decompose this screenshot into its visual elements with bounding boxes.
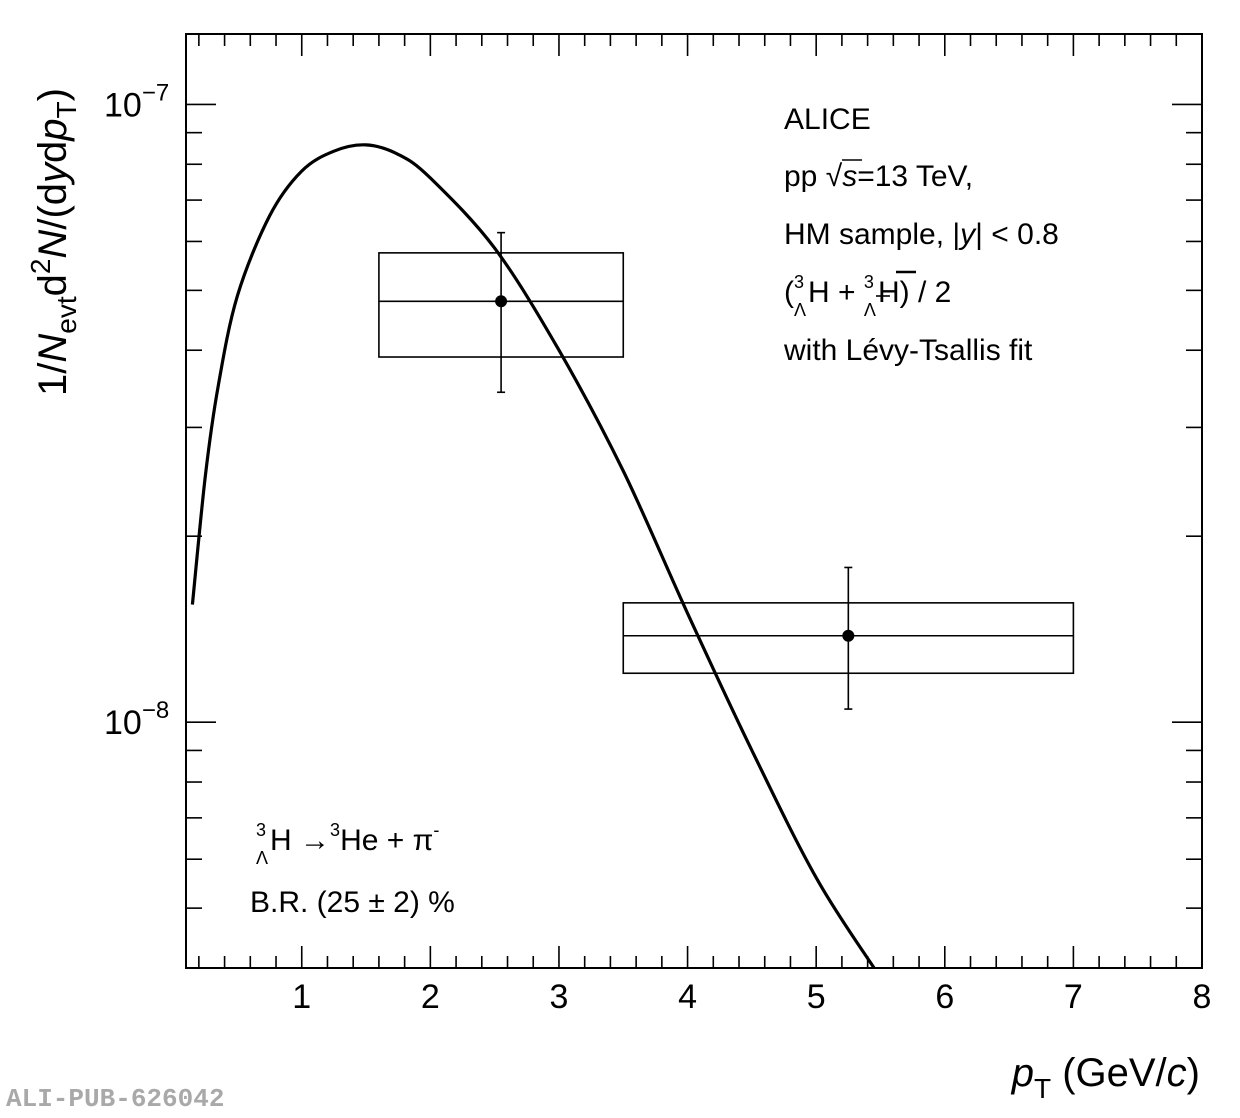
- decay-text: H →: [270, 824, 330, 857]
- x-tick-label: 1: [292, 978, 311, 1016]
- decay-sub: Λ: [256, 848, 268, 868]
- y-label-var: N: [31, 334, 75, 363]
- x-tick-label: 8: [1193, 978, 1212, 1016]
- legend-sqrt: √: [826, 160, 843, 193]
- y-label-part: 1/: [31, 362, 75, 396]
- legend-top: ALICE pp √s=13 TeV, HM sample, |y| < 0.8…: [783, 103, 1059, 367]
- legend-sup2: 3: [864, 272, 874, 292]
- legend-decay: 3 ΛH →3He + π-: [256, 820, 439, 868]
- x-tick-label: 3: [550, 978, 569, 1016]
- legend-energy-pre: pp: [784, 160, 826, 193]
- legend-energy: pp √s=13 TeV,: [784, 160, 973, 193]
- legend-h: H +: [808, 276, 864, 309]
- fit-curve: [190, 143, 876, 969]
- legend-sup: 3: [794, 272, 804, 292]
- x-tick-label: 5: [807, 978, 826, 1016]
- y-label-part: ): [31, 88, 75, 101]
- y-tick-exponent: −7: [142, 79, 169, 106]
- plot-frame: [185, 33, 1203, 969]
- y-label-part: d: [31, 274, 75, 296]
- legend-alice: ALICE: [784, 103, 871, 136]
- legend-paren: (: [784, 276, 794, 309]
- y-label-sub: T: [51, 101, 82, 118]
- y-label-part: d: [31, 141, 75, 163]
- x-label-unit: (GeV/: [1051, 1051, 1167, 1095]
- y-tick-base: 10: [104, 704, 142, 742]
- legend-hbar: H: [878, 276, 900, 309]
- watermark: ALI-PUB-626042: [6, 1084, 224, 1113]
- y-label-sup: 2: [25, 259, 56, 275]
- legend-sub: Λ: [794, 300, 806, 320]
- tick-labels: 1 2 3 4 5 6 7 810−810−7: [104, 79, 1211, 1016]
- y-axis-label: 1/Nevtd2N/(dydpT): [25, 88, 82, 396]
- decay-sup3: -: [433, 820, 439, 840]
- legend-sample-post: | < 0.8: [975, 218, 1059, 251]
- legend-br: B.R. (25 ± 2) %: [250, 886, 455, 919]
- data-point: [495, 295, 508, 308]
- x-tick-label: 7: [1064, 978, 1083, 1016]
- y-tick-base: 10: [104, 86, 142, 124]
- data-point: [842, 629, 855, 642]
- legend-bottom: 3 ΛH →3He + π- B.R. (25 ± 2) %: [250, 820, 455, 919]
- y-label-sub: evt: [51, 296, 82, 334]
- y-label-var: N: [31, 230, 75, 259]
- legend-close: ) / 2: [900, 276, 952, 309]
- x-axis-label: pT (GeV/c): [1011, 1051, 1200, 1104]
- legend-s: s: [842, 160, 857, 193]
- legend-y: y: [958, 218, 977, 251]
- x-tick-label: 4: [678, 978, 697, 1016]
- data-points: [495, 295, 855, 642]
- x-tick-label: 2: [421, 978, 440, 1016]
- y-tick-label: 10−8: [104, 697, 169, 742]
- y-label-part: /(d: [31, 183, 75, 230]
- y-label-var: p: [31, 118, 75, 141]
- decay-text2: He + π: [340, 824, 433, 857]
- y-tick-exponent: −8: [142, 697, 169, 724]
- x-label-unit-var: c: [1167, 1051, 1187, 1095]
- decay-sup: 3: [256, 820, 266, 840]
- fit-curve-group: [190, 143, 876, 969]
- legend-sample: HM sample, |y| < 0.8: [784, 218, 1059, 251]
- systematic-boxes: [378, 252, 1075, 675]
- legend-fit: with Lévy-Tsallis fit: [783, 334, 1033, 367]
- x-label-sub: T: [1034, 1073, 1051, 1104]
- legend-particles: (3 ΛH + 3 ΛH) / 2: [784, 272, 951, 320]
- legend-energy-post: =13 TeV,: [857, 160, 973, 193]
- legend-sub2: Λ: [864, 300, 876, 320]
- x-label-unit: ): [1187, 1051, 1200, 1095]
- x-label-var: p: [1011, 1051, 1034, 1095]
- legend-sample-pre: HM sample, |: [784, 218, 960, 251]
- y-tick-label: 10−7: [104, 79, 169, 124]
- x-tick-label: 6: [935, 978, 954, 1016]
- decay-sup2: 3: [330, 820, 340, 840]
- y-label-var: y: [31, 160, 75, 186]
